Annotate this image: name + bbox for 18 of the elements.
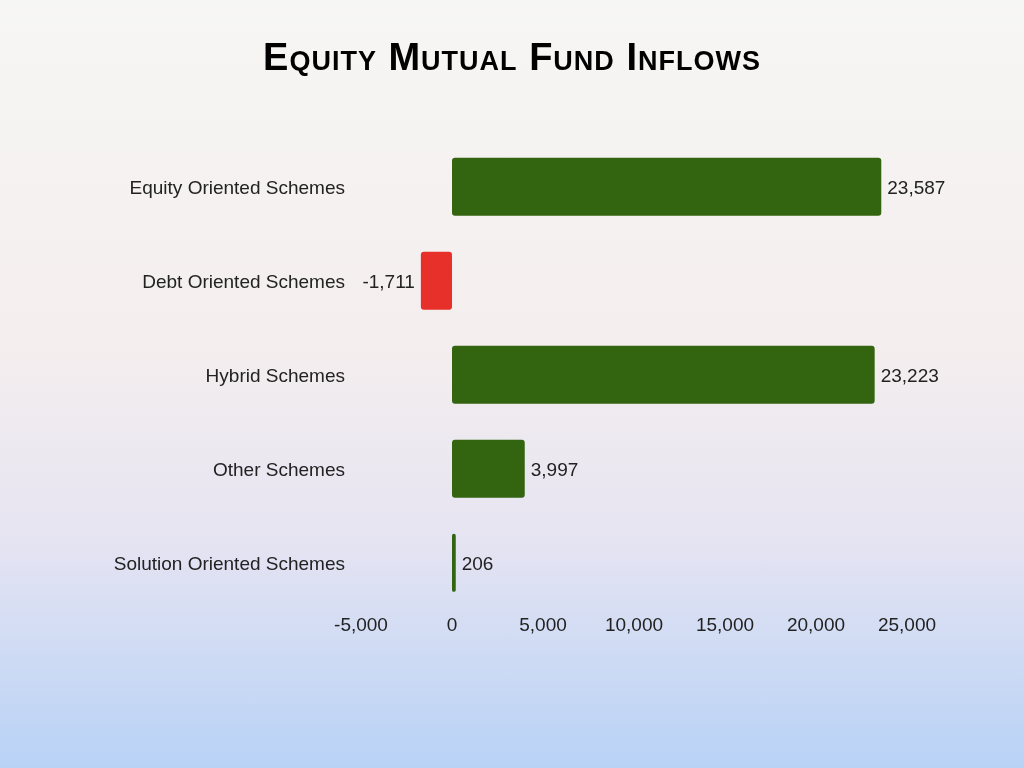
x-tick-label: 25,000 — [877, 614, 937, 636]
data-label: -1,711 — [362, 270, 415, 292]
y-tick-label: Equity Oriented Schemes — [129, 176, 345, 198]
x-tick-label: 5,000 — [519, 614, 567, 636]
x-tick-label: 15,000 — [695, 614, 755, 636]
x-tick-label: -5,000 — [334, 614, 388, 636]
chart-title: Equity Mutual Fund Inflows — [262, 36, 762, 79]
y-tick-label: Other Schemes — [213, 458, 345, 480]
y-tick-label: Solution Oriented Schemes — [113, 552, 345, 574]
x-tick-label: 0 — [446, 614, 458, 636]
data-label: 23,223 — [880, 364, 939, 386]
x-tick-label: 20,000 — [786, 614, 846, 636]
y-tick-label: Hybrid Schemes — [205, 364, 345, 386]
data-label: 3,997 — [530, 458, 579, 480]
data-label: 23,587 — [887, 176, 946, 198]
data-label: 206 — [461, 552, 494, 574]
y-tick-label: Debt Oriented Schemes — [142, 270, 345, 292]
x-tick-label: 10,000 — [604, 614, 664, 636]
